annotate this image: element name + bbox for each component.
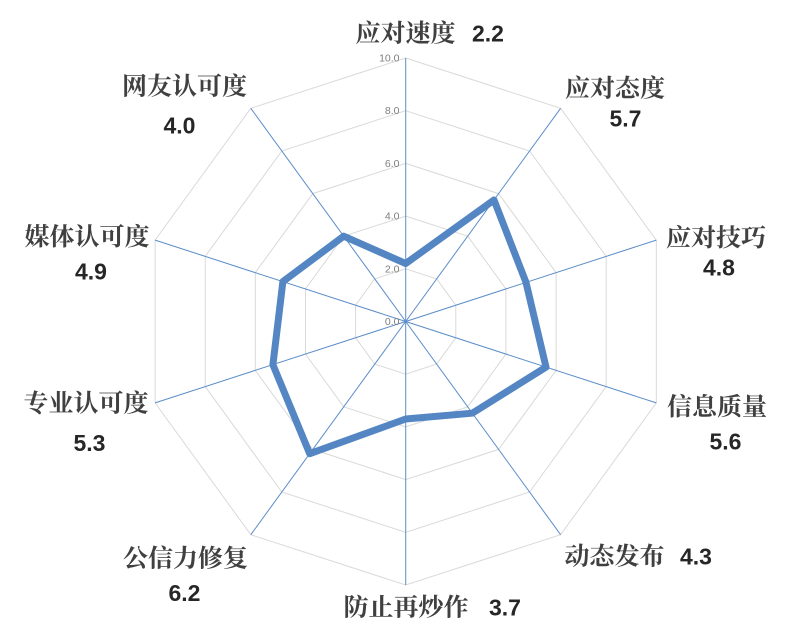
svg-text:6.0: 6.0: [385, 158, 400, 170]
svg-text:6.2: 6.2: [169, 580, 201, 606]
svg-text:4.0: 4.0: [164, 113, 196, 139]
svg-text:4.3: 4.3: [680, 544, 712, 570]
svg-text:10.0: 10.0: [379, 53, 400, 65]
svg-text:4.8: 4.8: [703, 255, 735, 281]
svg-text:0.0: 0.0: [385, 316, 400, 328]
svg-text:2.2: 2.2: [472, 21, 504, 47]
svg-text:8.0: 8.0: [385, 105, 400, 117]
svg-text:5.6: 5.6: [710, 429, 742, 455]
svg-text:5.3: 5.3: [74, 430, 106, 456]
svg-text:3.7: 3.7: [489, 595, 521, 621]
svg-text:4.0: 4.0: [385, 211, 400, 223]
svg-text:4.9: 4.9: [75, 259, 107, 285]
svg-text:2.0: 2.0: [385, 263, 400, 275]
svg-text:5.7: 5.7: [610, 106, 642, 132]
